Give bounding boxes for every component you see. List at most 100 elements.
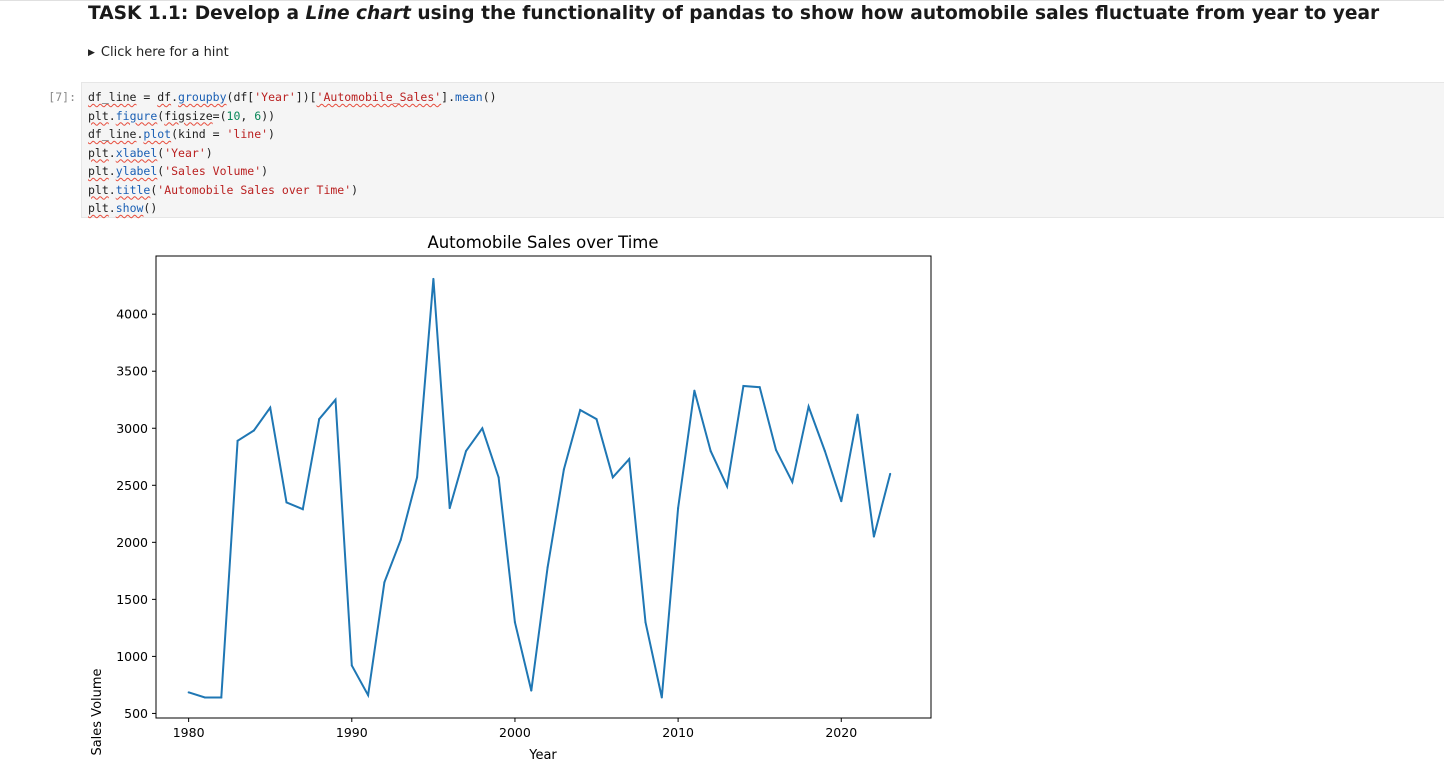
code-token: figsize (164, 108, 213, 123)
code-token: 'Year' (164, 145, 206, 160)
data-point (318, 418, 321, 421)
code-line: df_line.plot(kind = 'line') (88, 125, 275, 143)
data-point (269, 406, 272, 409)
data-point (530, 689, 533, 692)
series-line (188, 278, 892, 699)
code-token: plt (88, 145, 109, 160)
heading-emphasis: Line chart (305, 3, 411, 24)
x-tick-label: 2020 (825, 725, 857, 740)
code-token: show (115, 201, 144, 215)
data-point (807, 405, 810, 408)
code-token: ( (157, 164, 165, 178)
code-token: ) (205, 145, 213, 160)
data-point (301, 508, 304, 511)
code-token: df_line (88, 127, 137, 141)
hint-toggle[interactable]: ▶ Click here for a hint (88, 45, 229, 60)
code-cell[interactable] (81, 82, 1444, 218)
code-token: title (115, 182, 151, 197)
data-point (840, 500, 843, 503)
y-tick-label: 4000 (116, 307, 148, 322)
code-token: 10 (226, 108, 241, 123)
code-token: , (240, 108, 255, 123)
code-token: mean (455, 90, 483, 104)
task-heading: TASK 1.1: Develop a Line chart using the… (88, 3, 1379, 24)
code-token: 'Year' (254, 90, 296, 104)
y-tick-label: 3500 (116, 364, 148, 379)
code-token: 'line' (226, 127, 269, 141)
data-point (367, 694, 370, 697)
code-token: . (108, 182, 116, 197)
y-tick-label: 1500 (116, 592, 148, 607)
code-token: plt (88, 108, 109, 123)
data-point (203, 696, 206, 699)
data-point (742, 385, 745, 388)
x-tick-label: 1990 (336, 725, 368, 740)
heading-suffix: using the functionality of pandas to sho… (410, 3, 1380, 24)
y-axis-label: Sales Volume (90, 668, 105, 755)
code-token: ) (351, 182, 359, 197)
x-axis-label: Year (528, 748, 557, 763)
data-points (187, 277, 892, 699)
code-token: plot (143, 127, 172, 141)
data-point (856, 413, 859, 416)
code-line: plt.ylabel('Sales Volume') (88, 162, 268, 180)
cell-prompt: [7]: (48, 90, 76, 104)
hint-label: Click here for a hint (100, 45, 229, 60)
data-point (677, 507, 680, 510)
code-token: (df[ (226, 90, 255, 104)
data-point (709, 450, 712, 453)
data-point (285, 501, 288, 504)
y-tick-label: 3000 (116, 421, 148, 436)
y-tick-label: 1000 (116, 649, 148, 664)
top-divider (0, 0, 1444, 1)
data-point (399, 539, 402, 542)
data-point (187, 691, 190, 694)
code-token: ( (150, 182, 158, 197)
data-point (775, 448, 777, 451)
data-point (383, 581, 386, 584)
code-token: ) (268, 127, 275, 141)
data-point (889, 472, 892, 475)
code-token: figure (115, 108, 158, 123)
y-axis: 500 1000 1500 2000 2500 3000 3500 4000 (116, 307, 156, 721)
code-token: ( (157, 108, 165, 123)
data-point (334, 398, 337, 401)
code-token: . (171, 90, 179, 104)
data-point (611, 476, 614, 479)
data-point (432, 277, 435, 280)
code-token: plt (88, 182, 109, 197)
data-point (236, 439, 239, 442)
code-token: =( (212, 108, 227, 123)
code-token: . (108, 164, 116, 178)
code-token: xlabel (115, 145, 158, 160)
data-point (791, 480, 794, 483)
code-token: () (143, 201, 158, 215)
code-token: ( (157, 145, 165, 160)
data-point (693, 389, 696, 392)
data-point (350, 664, 353, 667)
data-point (758, 386, 761, 389)
code-token: . (108, 108, 116, 123)
code-line: plt.figure(figsize=(10, 6)) (88, 107, 275, 125)
code-token: plt (88, 201, 109, 215)
code-line: plt.show() (88, 199, 157, 217)
data-point (644, 621, 647, 624)
chart-title: Automobile Sales over Time (427, 233, 658, 252)
code-token: = (136, 90, 158, 104)
code-token: ])[ (295, 90, 317, 104)
data-point (660, 696, 663, 699)
data-point (448, 507, 451, 510)
code-token: . (108, 201, 116, 215)
code-token: df (157, 90, 172, 104)
caret-right-icon: ▶ (88, 48, 95, 58)
code-token: 6 (254, 108, 262, 123)
data-point (872, 535, 875, 538)
code-line: plt.title('Automobile Sales over Time') (88, 181, 358, 199)
data-point (416, 476, 419, 479)
data-point (595, 418, 598, 421)
data-point (513, 621, 516, 624)
code-token: groupby (178, 90, 227, 104)
data-point (579, 409, 582, 411)
code-token: )) (261, 108, 276, 123)
y-tick-label: 2500 (116, 478, 148, 493)
